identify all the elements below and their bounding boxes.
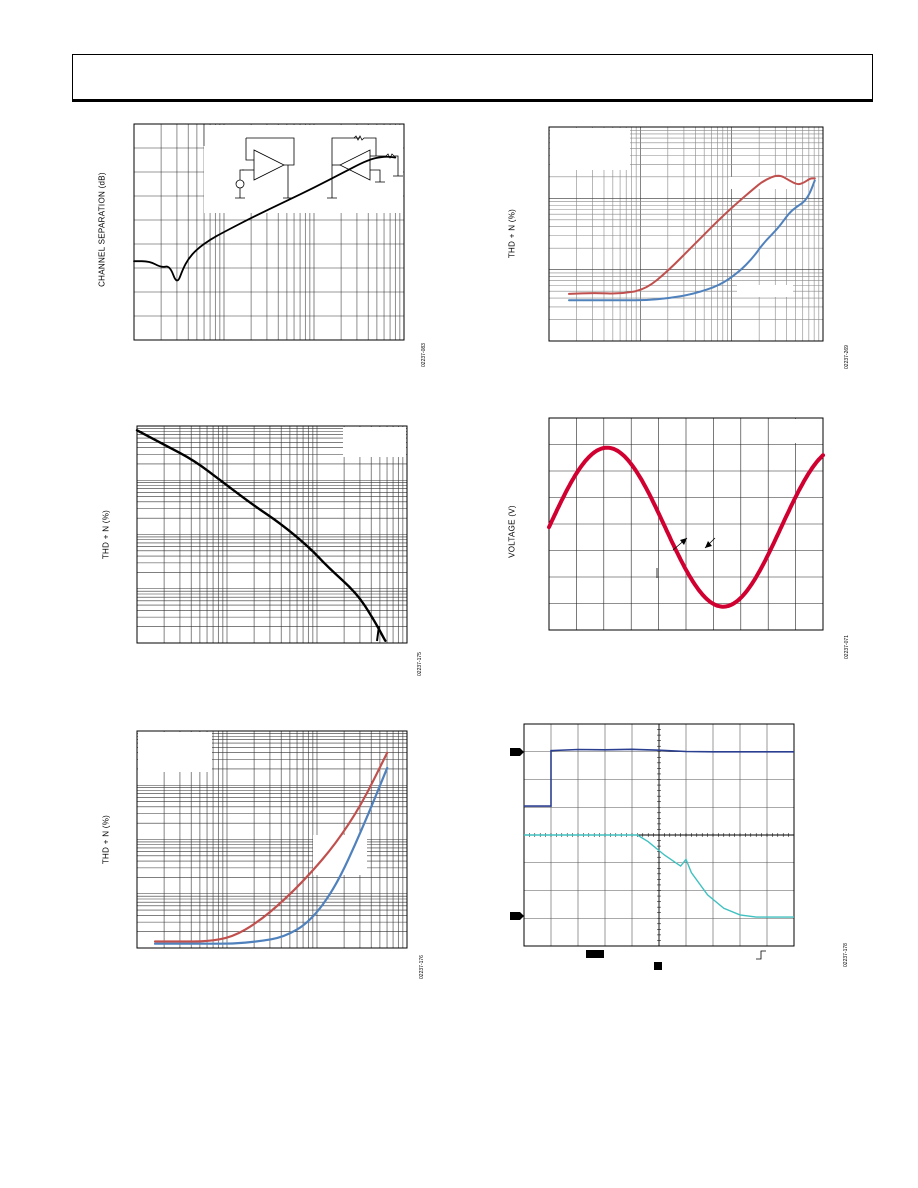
thd-output-plot	[136, 730, 408, 949]
label-box	[343, 427, 406, 457]
channel-separation-figure-id: 02237-083	[421, 343, 427, 367]
channel-1-marker-icon	[510, 748, 524, 756]
thd-frequency-plot	[548, 126, 824, 342]
scope-capture-chart	[500, 716, 810, 976]
label-box	[729, 177, 789, 189]
plot-frame	[548, 126, 824, 342]
voltage-waveform-plot	[547, 417, 825, 631]
voltage-waveform-ylabel: VOLTAGE (V)	[507, 505, 517, 558]
series-line-1	[524, 834, 794, 918]
load-ground-right-icon	[327, 165, 337, 199]
source-wire	[239, 169, 244, 180]
channel-separation-plot	[133, 123, 405, 341]
series-line-0	[547, 445, 825, 609]
op-amp-left-icon	[253, 149, 285, 181]
ground-right-icon	[370, 169, 385, 183]
series-line-0	[133, 155, 397, 282]
series-line-0	[153, 751, 389, 943]
label-box	[138, 732, 212, 772]
plot-frame	[136, 425, 408, 644]
thd-output-figure-id: 02237-176	[419, 955, 425, 979]
thd-output-ylabel: THD + N (%)	[101, 814, 111, 865]
plot-frame	[133, 123, 405, 341]
series-line-0	[135, 429, 387, 643]
plot-frame	[136, 730, 408, 949]
op-amp-right-icon	[339, 149, 371, 181]
thd-frequency-ylabel: THD + N (%)	[507, 208, 517, 259]
thd-output-chart	[136, 730, 408, 949]
label-box	[737, 285, 793, 297]
scope-capture-figure-id: 02237-178	[843, 943, 849, 967]
ground-left-icon	[235, 188, 245, 199]
thd-frequency-figure-id: 02237-269	[844, 345, 850, 369]
scope-capture-plot	[510, 723, 795, 970]
channel-separation-ylabel: CHANNEL SEPARATION (dB)	[97, 172, 107, 287]
scale-marker-icon	[586, 950, 604, 958]
series-line-0	[568, 174, 816, 295]
thd-level-ylabel: THD + N (%)	[101, 509, 111, 560]
series-line-1	[568, 179, 816, 302]
page-header-box	[72, 54, 873, 102]
series-line-1	[153, 766, 389, 945]
series-line-0	[524, 748, 794, 807]
series-endpoint-spike	[376, 625, 380, 642]
label-box	[313, 835, 367, 875]
thd-level-figure-id: 02237-175	[417, 652, 423, 676]
voltage-waveform-figure-id: 02237-071	[844, 635, 850, 659]
thd-level-chart	[135, 425, 408, 644]
feedback-resistor-icon	[353, 135, 377, 157]
trigger-edge-icon	[756, 950, 766, 960]
input-wire-left	[245, 138, 254, 161]
thd-frequency-chart	[548, 126, 824, 342]
circuit-schematic-inset	[235, 135, 403, 199]
resistor-right-icon	[376, 153, 403, 177]
channel-2-marker-icon	[510, 912, 524, 920]
channel-separation-chart	[133, 123, 405, 341]
thd-level-plot	[135, 425, 408, 644]
label-box	[550, 128, 630, 170]
voltage-waveform-chart	[547, 417, 825, 631]
load-ground-left-icon	[283, 165, 293, 199]
arrowhead-left	[680, 538, 687, 545]
label-box	[771, 419, 822, 443]
position-marker-icon	[654, 962, 662, 970]
feedback-wire-left	[246, 137, 295, 166]
feedback-wire-right	[331, 137, 360, 165]
arrowhead-right	[705, 541, 712, 548]
